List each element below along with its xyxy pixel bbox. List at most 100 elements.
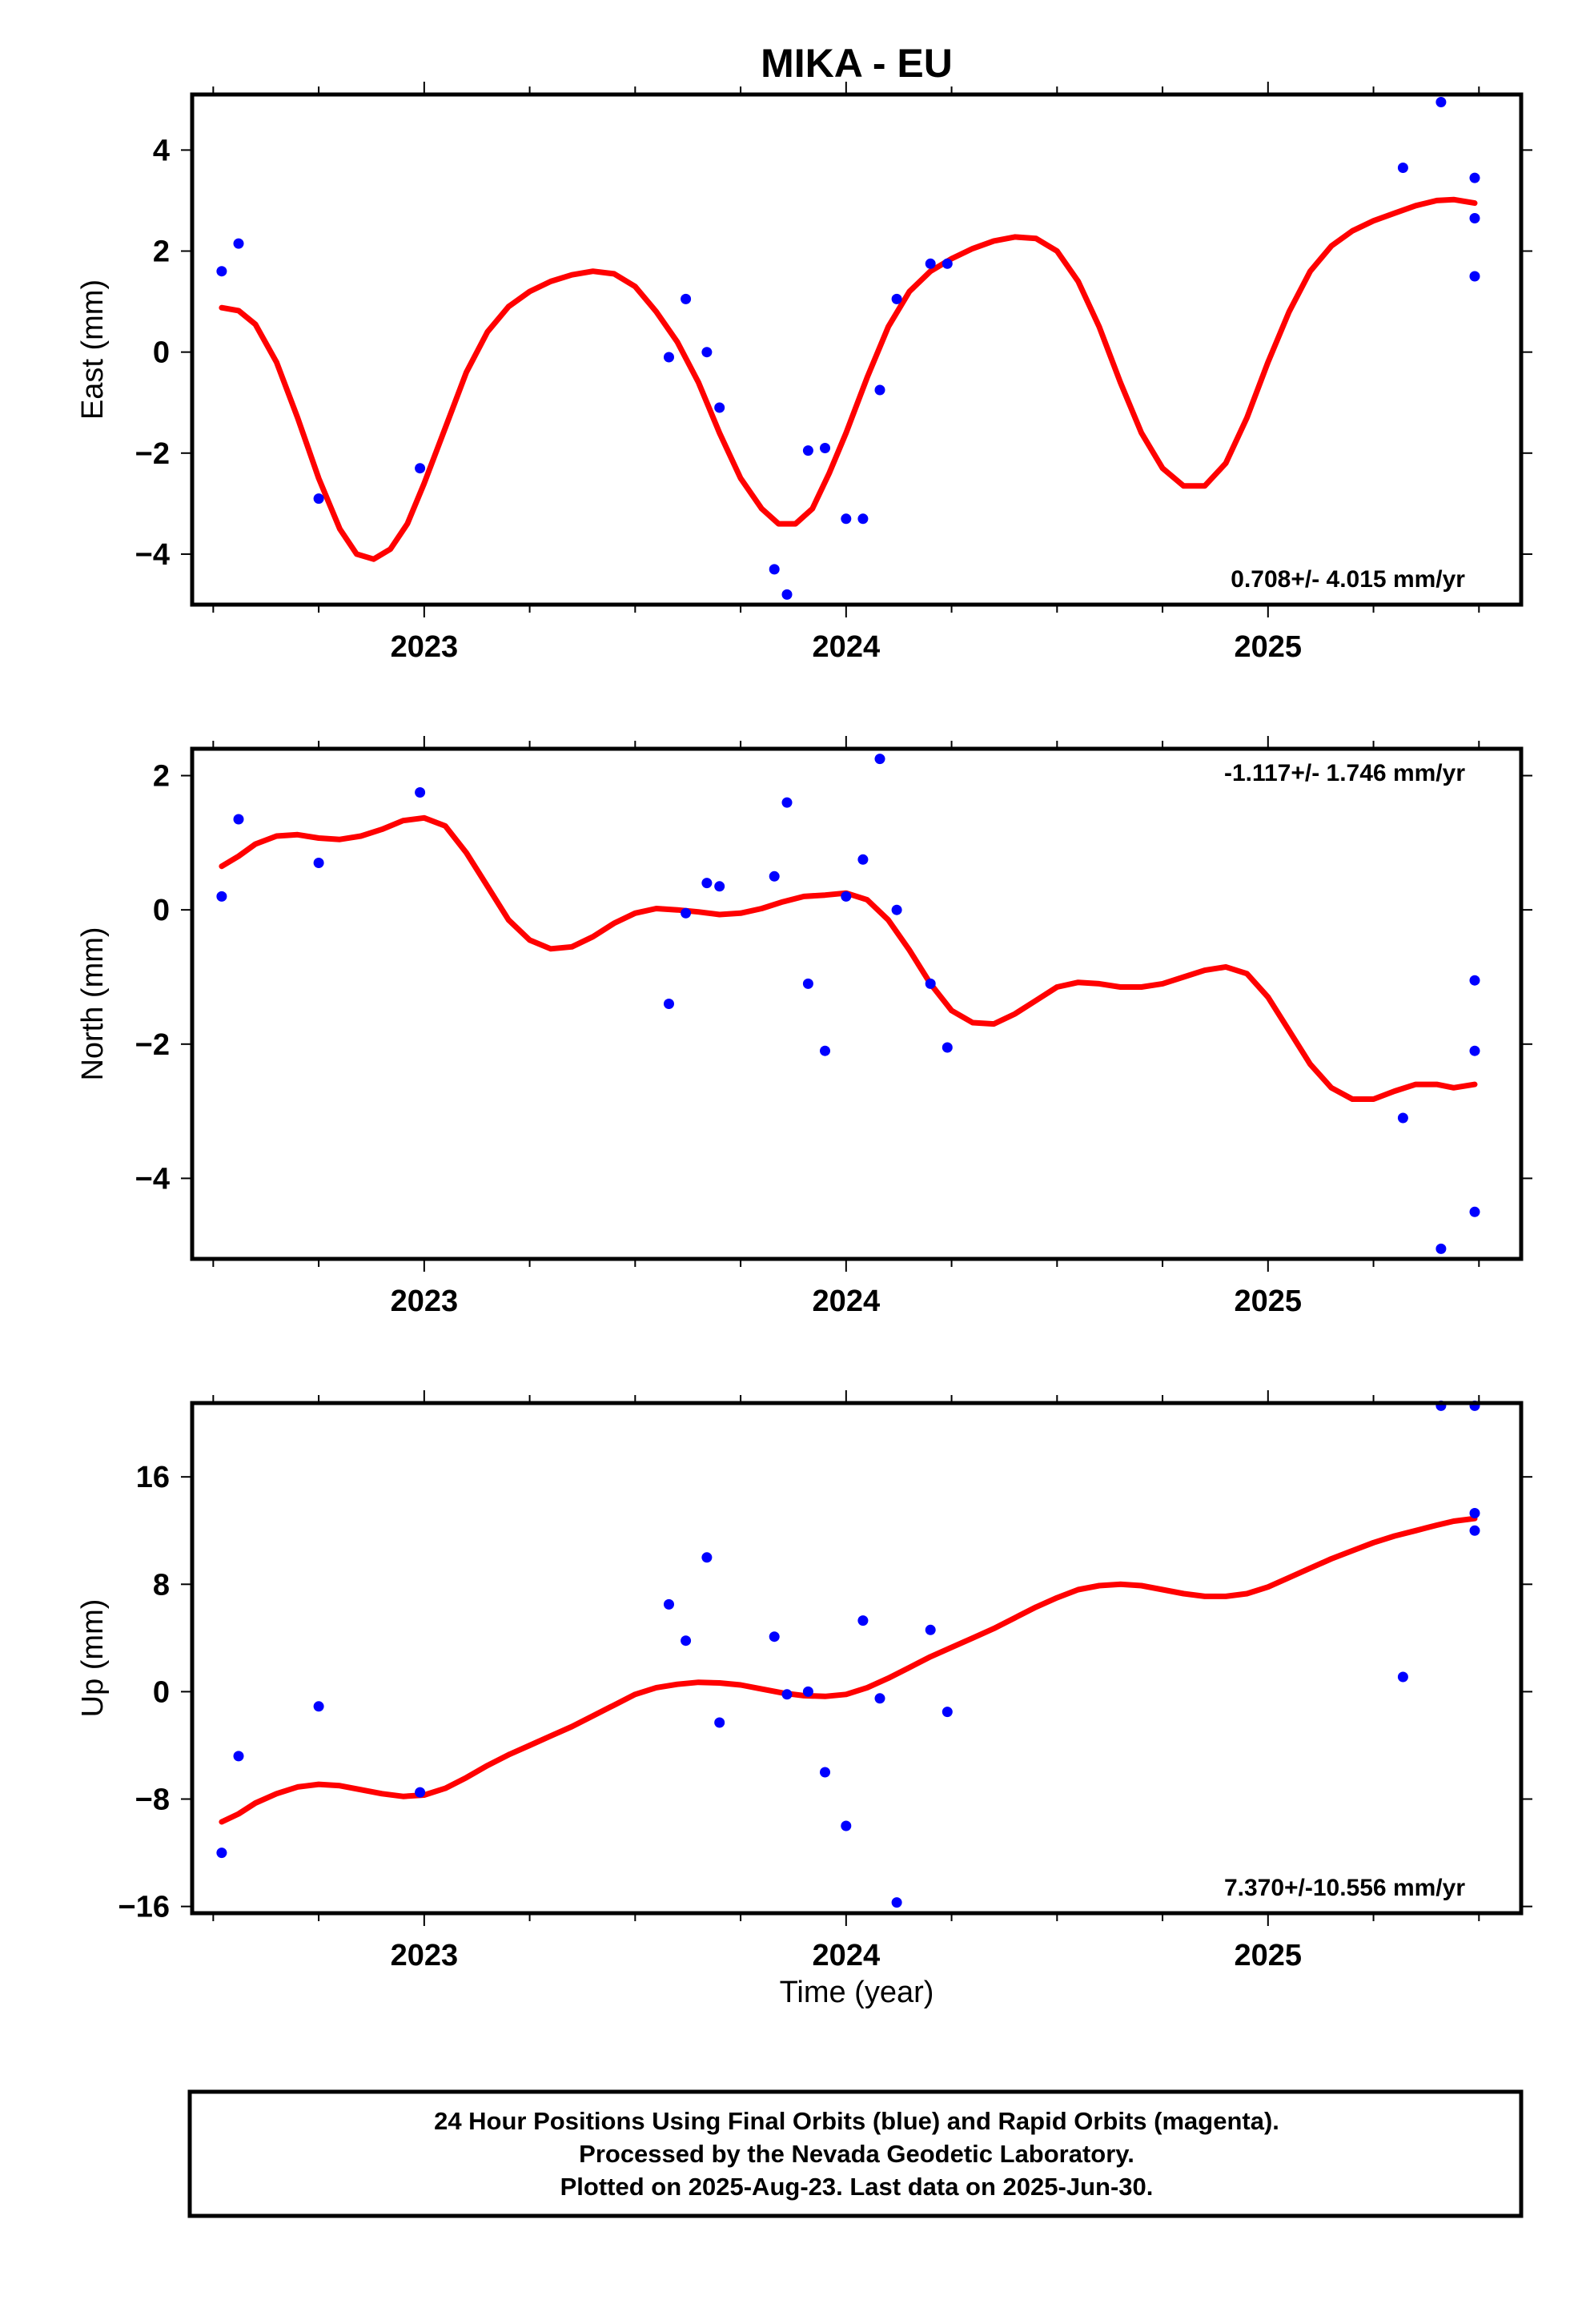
data-point [942,258,953,269]
x-tick-label-2025: 2025 [1235,630,1303,664]
y-axis-label-up: Up (mm) [76,1599,110,1718]
data-point [1435,1243,1447,1254]
plot-frame-up [190,1401,1524,1916]
y-tick-label: 2 [153,235,170,269]
data-point [216,1848,227,1859]
data-point [681,1635,692,1647]
data-point [415,463,426,474]
rate-label-up: 7.370+/-10.556 mm/yr [1224,1875,1465,1901]
data-point [769,870,780,882]
plot-frame-east [190,92,1524,607]
data-point [233,814,244,825]
data-point [714,402,725,413]
fit-line-east [219,196,1478,562]
data-point [925,978,936,989]
x-axis-label: Time (year) [780,1976,934,2009]
plot-frame-north [190,746,1524,1261]
panel-north: 2023 2024 2025 2 0 −2 −4 North (mm) -1.117+/- 1.… [76,736,1532,1318]
data-point [415,1787,426,1798]
data-point [714,1717,725,1728]
data-point [942,1042,953,1053]
data-point [313,493,324,505]
y-tick-label: −16 [118,1891,170,1924]
data-point [1469,172,1480,183]
y-tick-label: 0 [153,1675,170,1709]
data-point [874,1693,885,1704]
y-axis-label-east: East (mm) [76,279,110,420]
data-point [857,854,869,865]
data-point [820,1045,830,1056]
data-point [769,564,780,575]
data-point [216,266,227,277]
data-point [769,1631,780,1642]
data-point [925,1624,936,1635]
data-point [891,904,902,915]
x-tick-label-2025: 2025 [1235,1285,1303,1318]
y-tick-label: 0 [153,336,170,370]
data-point [216,891,227,902]
data-point [874,384,885,396]
data-point [681,907,692,919]
data-point [1397,1671,1408,1683]
data-point [925,258,936,269]
x-tick-label-2025: 2025 [1235,1939,1303,1972]
y-tick-label: 4 [153,134,170,167]
points-up [216,1400,1480,1908]
x-tick-label-2024: 2024 [813,630,881,664]
data-point [664,352,674,363]
data-point [313,858,324,868]
data-point [1469,271,1480,282]
data-point [415,787,426,798]
x-tick-label-2024: 2024 [813,1939,881,1972]
y-tick-label: 2 [153,760,170,794]
x-tick-label-2023: 2023 [391,630,459,664]
data-point [714,881,725,892]
x-tick-label-2023: 2023 [391,1285,459,1318]
data-point [1469,1525,1480,1536]
y-tick-label: −2 [135,1028,170,1062]
x-tick-label-2023: 2023 [391,1939,459,1972]
data-point [781,1689,793,1700]
data-point [841,891,852,902]
data-point [664,1598,674,1610]
footer-line-2: Processed by the Nevada Geodetic Laborat… [579,2140,1134,2168]
data-point [802,978,813,989]
chart-title: MIKA - EU [761,41,953,86]
y-axis-label-north: North (mm) [76,927,110,1080]
points-east [216,97,1480,600]
data-point [681,293,692,304]
rate-label-north: -1.117+/- 1.746 mm/yr [1224,760,1465,786]
data-point [1397,1112,1408,1124]
data-point [820,1767,830,1778]
data-point [664,999,674,1009]
data-point [233,238,244,249]
data-point [820,443,830,453]
data-point [1435,97,1447,107]
data-point [313,1701,324,1712]
footer-line-1: 24 Hour Positions Using Final Orbits (bl… [434,2107,1279,2135]
data-point [781,589,793,600]
y-tick-label: −4 [135,1162,170,1196]
points-north [216,754,1480,1254]
data-point [874,754,885,765]
data-point [233,1751,244,1762]
panel-up: 2023 2024 2025 16 8 0 −8 −16 Up (mm) 7.370+/-10.5… [76,1390,1532,1972]
data-point [942,1707,953,1718]
data-point [1469,1508,1480,1518]
data-point [701,878,713,889]
data-point [1397,163,1408,173]
data-point [802,1686,813,1697]
data-point [891,1897,902,1908]
panel-east: 2023 2024 2025 4 2 0 −2 −4 East (mm) 0.708+/- 4.0… [76,82,1532,664]
data-point [857,1615,869,1626]
y-tick-label: −2 [135,437,170,471]
y-tick-label: 16 [136,1461,170,1494]
data-point [1469,975,1480,986]
y-tick-label: −4 [135,538,170,572]
data-point [1469,213,1480,223]
data-point [802,445,813,456]
y-tick-label: −8 [135,1783,170,1817]
footer-line-3: Plotted on 2025-Aug-23. Last data on 202… [560,2173,1154,2201]
data-point [781,797,793,808]
